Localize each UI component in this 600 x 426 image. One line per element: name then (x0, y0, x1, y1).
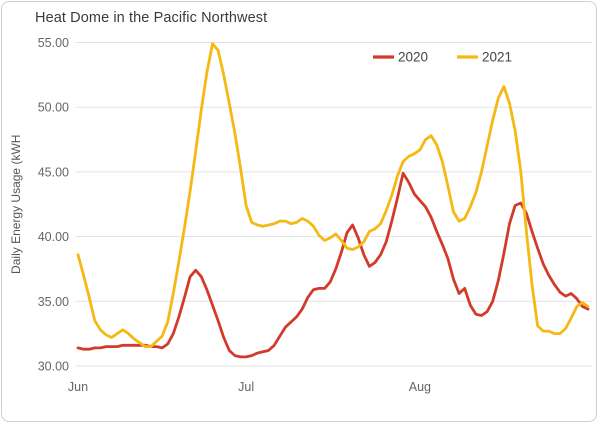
y-axis-title: Daily Energy Usage (kWH (9, 135, 23, 274)
y-tick-label: 45.00 (38, 165, 69, 179)
y-tick-label: 30.00 (38, 360, 69, 374)
x-tick-label: Jun (68, 380, 88, 394)
x-axis-tick-labels: Jun Jul Aug (68, 380, 431, 394)
series-line-2020 (76, 171, 590, 359)
legend-label-2021: 2021 (482, 50, 512, 65)
legend-item-2021: 2021 (457, 50, 512, 65)
y-tick-label: 50.00 (38, 101, 69, 115)
chart-title: Heat Dome in the Pacific Northwest (35, 10, 268, 26)
y-axis-tick-labels: 30.00 35.00 40.00 45.00 50.00 55.00 (38, 36, 69, 374)
line-chart: 30.00 35.00 40.00 45.00 50.00 55.00 Jun Jul Aug D… (9, 36, 592, 394)
legend-label-2020: 2020 (398, 50, 428, 65)
y-tick-label: 55.00 (38, 36, 69, 50)
y-tick-label: 40.00 (38, 230, 69, 244)
legend-item-2020: 2020 (373, 50, 428, 65)
y-tick-label: 35.00 (38, 295, 69, 309)
series-line-2021 (76, 42, 590, 349)
x-tick-label: Aug (409, 380, 431, 394)
legend: 2020 2021 (373, 50, 512, 65)
x-tick-label: Jul (238, 380, 254, 394)
